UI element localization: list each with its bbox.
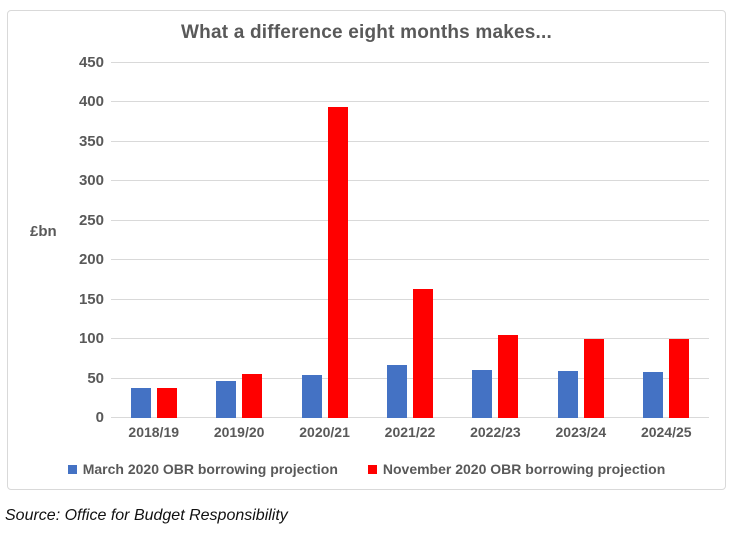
gridline-200 <box>111 259 709 261</box>
bar-march-2024-25 <box>643 372 664 418</box>
bar-group-2019-20 <box>196 63 281 418</box>
bar-november-2019-20 <box>242 373 263 418</box>
bar-november-2018-19 <box>156 388 177 418</box>
legend-swatch-icon <box>67 464 77 474</box>
bar-march-2021-22 <box>386 365 407 418</box>
y-tick-label-50: 50 <box>87 369 104 387</box>
bar-november-2023-24 <box>583 339 604 418</box>
y-tick-label-100: 100 <box>78 330 104 348</box>
gridline-100 <box>111 338 709 340</box>
gridline-150 <box>111 298 709 300</box>
gridline-50 <box>111 377 709 379</box>
bar-group-2024-25 <box>624 63 709 418</box>
legend-swatch-icon <box>367 464 377 474</box>
bar-november-2020-21 <box>327 107 348 418</box>
legend-item-november: November 2020 OBR borrowing projection <box>367 461 666 477</box>
bar-november-2021-22 <box>412 288 433 418</box>
source-attribution: Source: Office for Budget Responsibility <box>5 507 288 524</box>
y-tick-label-250: 250 <box>78 211 104 229</box>
y-tick-label-350: 350 <box>78 132 104 150</box>
plot-area <box>111 62 709 418</box>
bar-march-2020-21 <box>301 374 322 418</box>
x-tick-label-2020-21: 2020/21 <box>299 424 350 440</box>
y-tick-label-200: 200 <box>78 251 104 269</box>
legend-item-march: March 2020 OBR borrowing projection <box>67 461 338 477</box>
bar-november-2022-23 <box>498 335 519 418</box>
y-axis: 0 50 100 150 200 250 300 350 400 450 <box>8 54 104 426</box>
bar-group-2020-21 <box>282 63 367 418</box>
x-tick-label-2018-19: 2018/19 <box>128 424 180 440</box>
bar-group-2021-22 <box>367 63 452 418</box>
gridline-400 <box>111 101 709 103</box>
x-tick-label-2019-20: 2019/20 <box>213 424 265 440</box>
x-tick-label-2024-25: 2024/25 <box>640 424 692 440</box>
legend-label: November 2020 OBR borrowing projection <box>382 461 666 477</box>
x-axis: 2018/19 2019/20 2020/21 2021/22 2022/23 2023/… <box>111 424 709 440</box>
bar-group-2018-19 <box>111 63 196 418</box>
gridline-450 <box>111 62 709 63</box>
gridline-0 <box>111 417 709 418</box>
chart-frame: What a difference eight months makes... … <box>7 10 726 490</box>
y-tick-label-400: 400 <box>78 93 104 111</box>
y-tick-label-450: 450 <box>78 54 104 71</box>
x-tick-label-2022-23: 2022/23 <box>470 424 521 440</box>
bar-march-2022-23 <box>472 369 493 418</box>
gridline-300 <box>111 180 709 182</box>
gridline-350 <box>111 140 709 142</box>
bar-group-2023-24 <box>538 63 623 418</box>
bar-group-2022-23 <box>453 63 538 418</box>
x-tick-label-2021-22: 2021/22 <box>384 424 436 440</box>
legend: March 2020 OBR borrowing projection Novem… <box>8 461 725 477</box>
x-tick-label-2023-24: 2023/24 <box>555 424 607 440</box>
y-tick-label-300: 300 <box>78 172 104 190</box>
legend-label: March 2020 OBR borrowing projection <box>82 461 338 477</box>
y-tick-label-0: 0 <box>95 409 104 426</box>
bar-march-2019-20 <box>216 380 237 418</box>
gridline-250 <box>111 219 709 221</box>
chart-title: What a difference eight months makes... <box>181 22 552 43</box>
y-tick-label-150: 150 <box>78 290 104 308</box>
bar-march-2023-24 <box>557 370 578 418</box>
y-axis-unit-label: £bn <box>30 223 57 240</box>
bar-november-2024-25 <box>669 339 690 418</box>
bar-groups <box>111 63 709 418</box>
bar-march-2018-19 <box>130 388 151 418</box>
